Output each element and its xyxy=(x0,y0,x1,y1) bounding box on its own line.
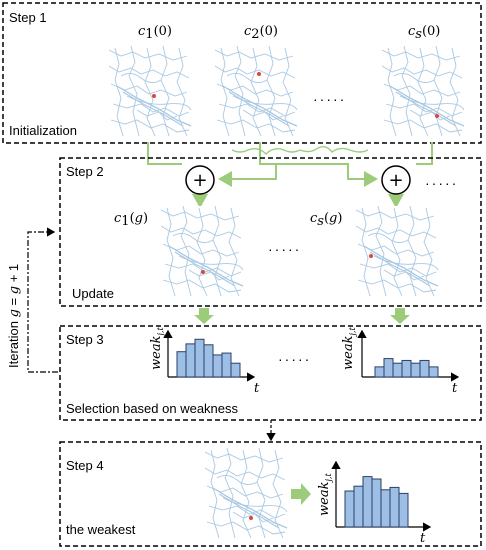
label-cs-0: cs(0) xyxy=(408,24,440,42)
label-c2-0: c2(0) xyxy=(244,24,278,42)
point-weakest xyxy=(249,516,253,520)
hist-step4: weakj,t t xyxy=(317,460,432,546)
step4-title: Step 4 xyxy=(66,458,104,473)
ellipsis-plus: ····· xyxy=(425,175,458,191)
point-cs-0 xyxy=(435,114,439,118)
t-axis-label-s4: t xyxy=(420,531,426,546)
iteration-label: Iteration g = g + 1 xyxy=(6,264,22,368)
map-c2-0 xyxy=(212,45,298,139)
step2-caption: Update xyxy=(72,286,114,301)
hist-step3-right-bar-6 xyxy=(419,359,430,378)
hist-step3-right-bar-2 xyxy=(383,358,394,378)
map-c1-0 xyxy=(106,45,192,139)
map-weakest xyxy=(202,447,288,541)
step1-caption: Initialization xyxy=(9,123,77,138)
t-axis-label-s3l: t xyxy=(254,381,260,396)
step1-box: Step 1 Initialization xyxy=(2,2,482,144)
hist-step4-bar-3 xyxy=(362,476,373,528)
point-c1-g xyxy=(201,270,205,274)
point-cs-g xyxy=(369,254,373,258)
hist-step3-left-bar-6 xyxy=(221,352,232,378)
point-c2-0 xyxy=(257,72,261,76)
map-cs-0 xyxy=(379,45,465,139)
label-cs-g: cs(g) xyxy=(310,211,342,229)
map-cs-g xyxy=(353,205,439,299)
weak-axis-label-s4: weakj,t xyxy=(317,473,333,516)
step3-box: Step 3 Selection based on weakness xyxy=(59,325,482,421)
hist-step4-bar-1 xyxy=(344,490,355,528)
weak-axis-label-s3l: weakj,t xyxy=(149,327,165,370)
hist-step3-right-bar-4 xyxy=(401,359,412,378)
ellipsis-step2: ····· xyxy=(268,241,301,257)
step2-box: Step 2 Update xyxy=(59,157,482,307)
hist-step3-right-bar-5 xyxy=(410,362,421,378)
plus-node-2: + xyxy=(381,165,411,195)
hist-step3-right-bar-7 xyxy=(428,366,439,378)
hist-step3-right-bar-3 xyxy=(392,362,403,378)
hist-step3-right: weakj,t t xyxy=(341,327,460,396)
hist-step3-left-bar-1 xyxy=(176,351,187,378)
ellipsis-step3: ····· xyxy=(278,351,311,367)
t-axis-label-s3r: t xyxy=(452,381,458,396)
step2-title: Step 2 xyxy=(66,164,104,179)
svg-text:+: + xyxy=(388,170,403,191)
step3-caption: Selection based on weakness xyxy=(66,401,239,416)
hist-step3-left-bar-2 xyxy=(185,343,196,378)
step4-caption: the weakest xyxy=(66,522,136,537)
label-c1-0: c1(0) xyxy=(138,24,172,42)
point-c1-0 xyxy=(152,94,156,98)
hist-step3-left-bar-7 xyxy=(230,362,241,378)
hist-step4-bar-7 xyxy=(398,492,409,528)
hist-step3-right-bar-1 xyxy=(374,366,385,378)
map-c1-g xyxy=(158,205,244,299)
green-connectors xyxy=(147,142,433,208)
step1-title: Step 1 xyxy=(9,10,47,25)
svg-text:+: + xyxy=(192,170,207,191)
hist-step4-bar-4 xyxy=(371,478,382,528)
step3-title: Step 3 xyxy=(66,332,104,347)
hist-step4-bar-6 xyxy=(389,486,400,528)
step4-box: Step 4 the weakest xyxy=(59,441,482,547)
hist-step3-left-bar-5 xyxy=(212,354,223,378)
hist-step3-left-bar-3 xyxy=(194,338,205,378)
hist-step4-bar-2 xyxy=(353,485,364,528)
plus-node-1: + xyxy=(185,165,215,195)
green-arrow-step4 xyxy=(291,483,311,505)
weak-axis-label-s3r: weakj,t xyxy=(341,327,357,370)
hist-step3-left-bar-4 xyxy=(203,344,214,378)
hist-step4-bar-5 xyxy=(380,489,391,528)
ellipsis-step1: ····· xyxy=(313,91,346,107)
label-c1-g: c1(g) xyxy=(114,211,148,229)
iteration-feedback: Iteration g = g + 1 xyxy=(6,227,58,373)
green-arrows-step3 xyxy=(194,308,410,324)
hist-step3-left: weakj,t t xyxy=(149,327,260,396)
